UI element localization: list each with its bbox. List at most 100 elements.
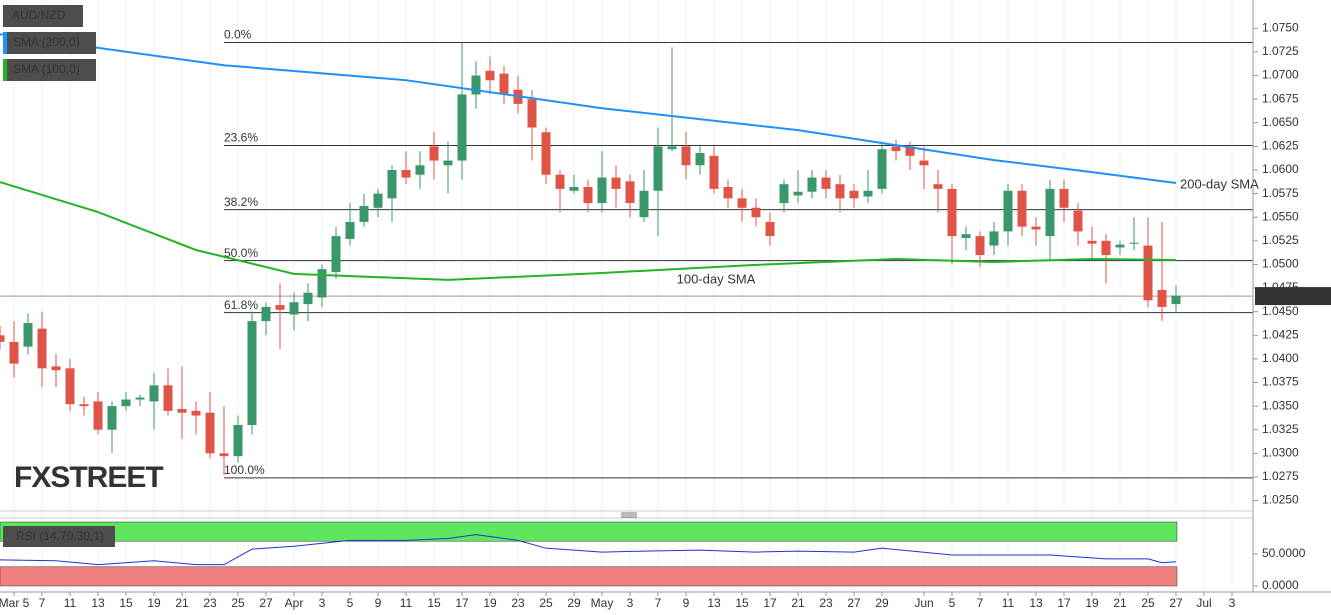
x-tick-label: 3: [319, 596, 326, 610]
candle-body: [877, 149, 887, 189]
candle-body: [975, 236, 985, 255]
legend-box: [3, 59, 96, 81]
x-tick-label: 27: [1169, 596, 1183, 610]
x-tick-label: 5: [949, 596, 956, 610]
x-tick-label: 23: [511, 596, 525, 610]
legend-label: SMA (200,0): [13, 35, 80, 49]
candle-body: [443, 160, 453, 166]
candle-body: [989, 231, 999, 246]
candle-body: [1059, 188, 1069, 208]
labels: 1.0250 1.0275 1.0300 1.0325 1.0350 1.0375 1.04…: [0, 5, 1331, 610]
candle-body: [1087, 240, 1097, 244]
candle-body: [401, 170, 411, 178]
candle-body: [345, 221, 355, 239]
y-tick-label: 1.0250: [1262, 493, 1299, 507]
y-tick-label: 1.0350: [1262, 398, 1299, 412]
y-tick-label: 1.0425: [1262, 327, 1299, 341]
candle-body: [163, 385, 173, 411]
candle-body: [863, 190, 873, 197]
candle-body: [373, 193, 383, 208]
candle-body: [331, 236, 341, 272]
rsi-band: [0, 521, 1178, 542]
candle-body: [1017, 190, 1027, 227]
candle-body: [387, 170, 397, 199]
y-tick-label: 1.0325: [1262, 422, 1299, 436]
rsi-pane: [0, 521, 1178, 587]
candle-body: [597, 177, 607, 204]
rsi-line: [0, 534, 1177, 566]
candle-body: [723, 187, 733, 199]
y-tick-label: 1.0550: [1262, 209, 1299, 223]
candle-body: [0, 335, 5, 342]
x-tick-label: 15: [427, 596, 441, 610]
sma-line: [0, 181, 1177, 281]
candle-body: [289, 302, 299, 315]
sma-annotation: 100-day SMA: [677, 271, 756, 286]
y-tick-label: 1.0700: [1262, 68, 1299, 82]
candle-body: [905, 146, 915, 156]
legend-label: SMA (100,0): [13, 62, 80, 76]
candle-body: [737, 198, 747, 208]
candle-body: [107, 406, 117, 430]
y-tick-label: 50.0000: [1262, 546, 1306, 560]
candle-body: [695, 153, 705, 166]
candle-body: [919, 160, 929, 166]
candle-body: [527, 99, 537, 128]
x-tick-label: 9: [375, 596, 382, 610]
sma-annotation: 200-day SMA: [1180, 176, 1259, 191]
x-tick-label: 27: [259, 596, 273, 610]
candle-body: [359, 205, 369, 222]
x-tick-label: 13: [91, 596, 105, 610]
candle-body: [499, 73, 509, 95]
candle-body: [611, 177, 621, 189]
y-tick-label: 1.0625: [1262, 139, 1299, 153]
candle-body: [555, 174, 565, 189]
x-tick-label: 9: [683, 596, 690, 610]
x-tick-label: 11: [1002, 596, 1015, 610]
candle-body: [261, 306, 271, 322]
candle-body: [751, 207, 761, 218]
last-price-label: 1.04665: [1261, 289, 1305, 303]
x-tick-label: 23: [203, 596, 217, 610]
candle-body: [429, 146, 439, 161]
y-tick-label: 0.0000: [1262, 578, 1299, 592]
candle-body: [415, 165, 425, 175]
candle-body: [1045, 188, 1055, 237]
price-pane: FXSTREET 0.0% 23.6% 38.2% 50.0% 61.8% 100.0% 20…: [0, 28, 1259, 494]
candle-body: [1143, 245, 1153, 301]
candle-body: [37, 328, 47, 369]
x-tick-label: 17: [1057, 596, 1071, 610]
candle-body: [849, 190, 859, 199]
y-tick-label: 1.0500: [1262, 257, 1299, 271]
candle-body: [219, 453, 229, 457]
fib-label: 100.0%: [224, 463, 265, 477]
x-tick-label: 3: [627, 596, 634, 610]
candle-body: [961, 234, 971, 238]
candle-body: [1115, 244, 1125, 248]
legend-swatch: [3, 59, 7, 81]
candle-body: [807, 177, 817, 192]
candle-body: [205, 412, 215, 454]
candle-body: [1171, 295, 1181, 305]
candle-body: [9, 341, 19, 364]
x-tick-label: Apr: [285, 596, 304, 610]
x-tick-label: 19: [1085, 596, 1099, 610]
x-tick-label: 3: [1229, 596, 1236, 610]
candle-body: [947, 188, 957, 237]
candle-body: [121, 399, 131, 407]
candle-body: [1157, 289, 1167, 307]
x-tick-label: 21: [1113, 596, 1127, 610]
y-tick-label: 1.0750: [1262, 21, 1299, 35]
fib-label: 38.2%: [224, 195, 258, 209]
x-tick-label: 19: [483, 596, 497, 610]
candle-body: [793, 191, 803, 196]
x-tick-label: 17: [763, 596, 777, 610]
y-tick-label: 1.0525: [1262, 233, 1299, 247]
candle-body: [247, 321, 257, 425]
x-tick-label: 11: [400, 596, 413, 610]
x-tick-label: May: [591, 596, 614, 610]
x-tick-label: 7: [977, 596, 984, 610]
x-tick-label: 7: [39, 596, 46, 610]
